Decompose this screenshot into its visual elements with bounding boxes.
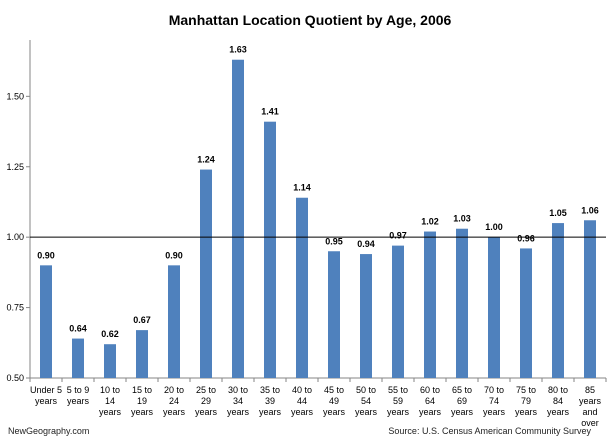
label-layer: 0.90 Under 5 years 0.64 5 to 9 years 0.62 10 to… <box>30 45 606 428</box>
bar <box>200 169 212 378</box>
x-tick-label: 25 to 29 years <box>195 385 218 417</box>
y-tick-label: 1.25 <box>6 162 24 172</box>
bar <box>40 265 52 378</box>
x-tick-label: Under 5 years <box>30 385 62 406</box>
bar <box>392 245 404 378</box>
x-tick-label: 15 to 19 years <box>131 385 154 417</box>
data-label: 1.14 <box>293 183 311 193</box>
y-tick-label: 0.50 <box>6 373 24 383</box>
x-tick-label: 50 to 54 years <box>355 385 378 417</box>
bar <box>72 338 84 378</box>
bar <box>168 265 180 378</box>
data-label: 1.02 <box>421 217 439 227</box>
data-label: 0.90 <box>37 250 55 260</box>
data-label: 0.96 <box>517 233 535 243</box>
data-label: 0.64 <box>69 324 87 334</box>
chart-title: Manhattan Location Quotient by Age, 2006 <box>169 12 452 28</box>
bar <box>488 237 500 378</box>
data-label: 0.67 <box>133 315 151 325</box>
x-tick-label: 70 to 74 years <box>483 385 506 417</box>
bar <box>328 251 340 378</box>
y-tick-label: 1.00 <box>6 232 24 242</box>
data-label: 0.62 <box>101 329 119 339</box>
bar <box>264 121 276 378</box>
x-tick-label: 75 to 79 years <box>515 385 538 417</box>
bar <box>296 197 308 378</box>
bar <box>456 228 468 378</box>
bar-layer <box>40 59 596 378</box>
data-label: 0.97 <box>389 231 407 241</box>
x-tick-label: 80 to 84 years <box>547 385 570 417</box>
x-tick-label: 85 years and over <box>579 385 602 428</box>
x-tick-label: 30 to 34 years <box>227 385 250 417</box>
bar <box>552 223 564 378</box>
x-tick-label: 40 to 44 years <box>291 385 314 417</box>
bar <box>136 330 148 378</box>
x-tick-label: 45 to 49 years <box>323 385 346 417</box>
bar <box>424 231 436 378</box>
source-note: Source: U.S. Census American Community S… <box>388 426 591 436</box>
data-label: 1.06 <box>581 205 599 215</box>
x-tick-label: 55 to 59 years <box>387 385 410 417</box>
x-tick-label: 60 to 64 years <box>419 385 442 417</box>
bar <box>232 59 244 378</box>
data-label: 0.94 <box>357 239 375 249</box>
data-label: 1.03 <box>453 214 471 224</box>
x-tick-label: 10 to 14 years <box>99 385 122 417</box>
site-credit: NewGeography.com <box>8 426 90 436</box>
data-label: 1.05 <box>549 208 567 218</box>
y-tick-label: 0.75 <box>6 303 24 313</box>
x-tick-label: 5 to 9 years <box>67 385 90 406</box>
x-tick-label: 35 to 39 years <box>259 385 282 417</box>
x-tick-label: 65 to 69 years <box>451 385 474 417</box>
data-label: 1.63 <box>229 45 247 55</box>
data-label: 0.90 <box>165 250 183 260</box>
bar <box>104 344 116 378</box>
data-label: 1.41 <box>261 107 279 117</box>
bar <box>520 248 532 378</box>
x-tick-label: 20 to 24 years <box>163 385 186 417</box>
bar <box>584 220 596 378</box>
bar <box>360 254 372 378</box>
data-label: 1.00 <box>485 222 503 232</box>
data-label: 0.95 <box>325 236 343 246</box>
y-tick-label: 1.50 <box>6 91 24 101</box>
axis-layer: 0.50 0.75 1.00 1.25 1.50 <box>6 40 607 383</box>
data-label: 1.24 <box>197 155 215 165</box>
